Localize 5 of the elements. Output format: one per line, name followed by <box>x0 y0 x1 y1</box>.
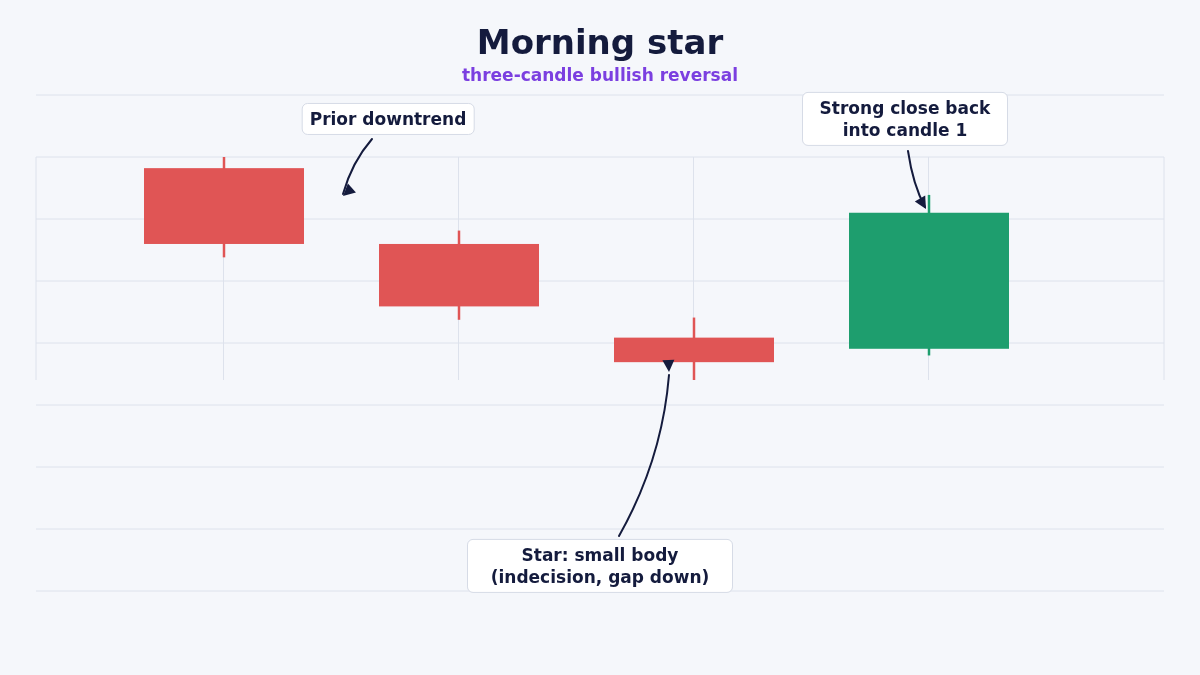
text: Star: small body (indecision, gap down) <box>467 538 733 594</box>
chart-subtitle: three-candle bullish reversal <box>460 65 739 85</box>
chart-title: Morning star <box>475 22 725 62</box>
text: Strong close back into candle 1 <box>802 91 1008 147</box>
text: Prior downtrend <box>301 102 475 136</box>
